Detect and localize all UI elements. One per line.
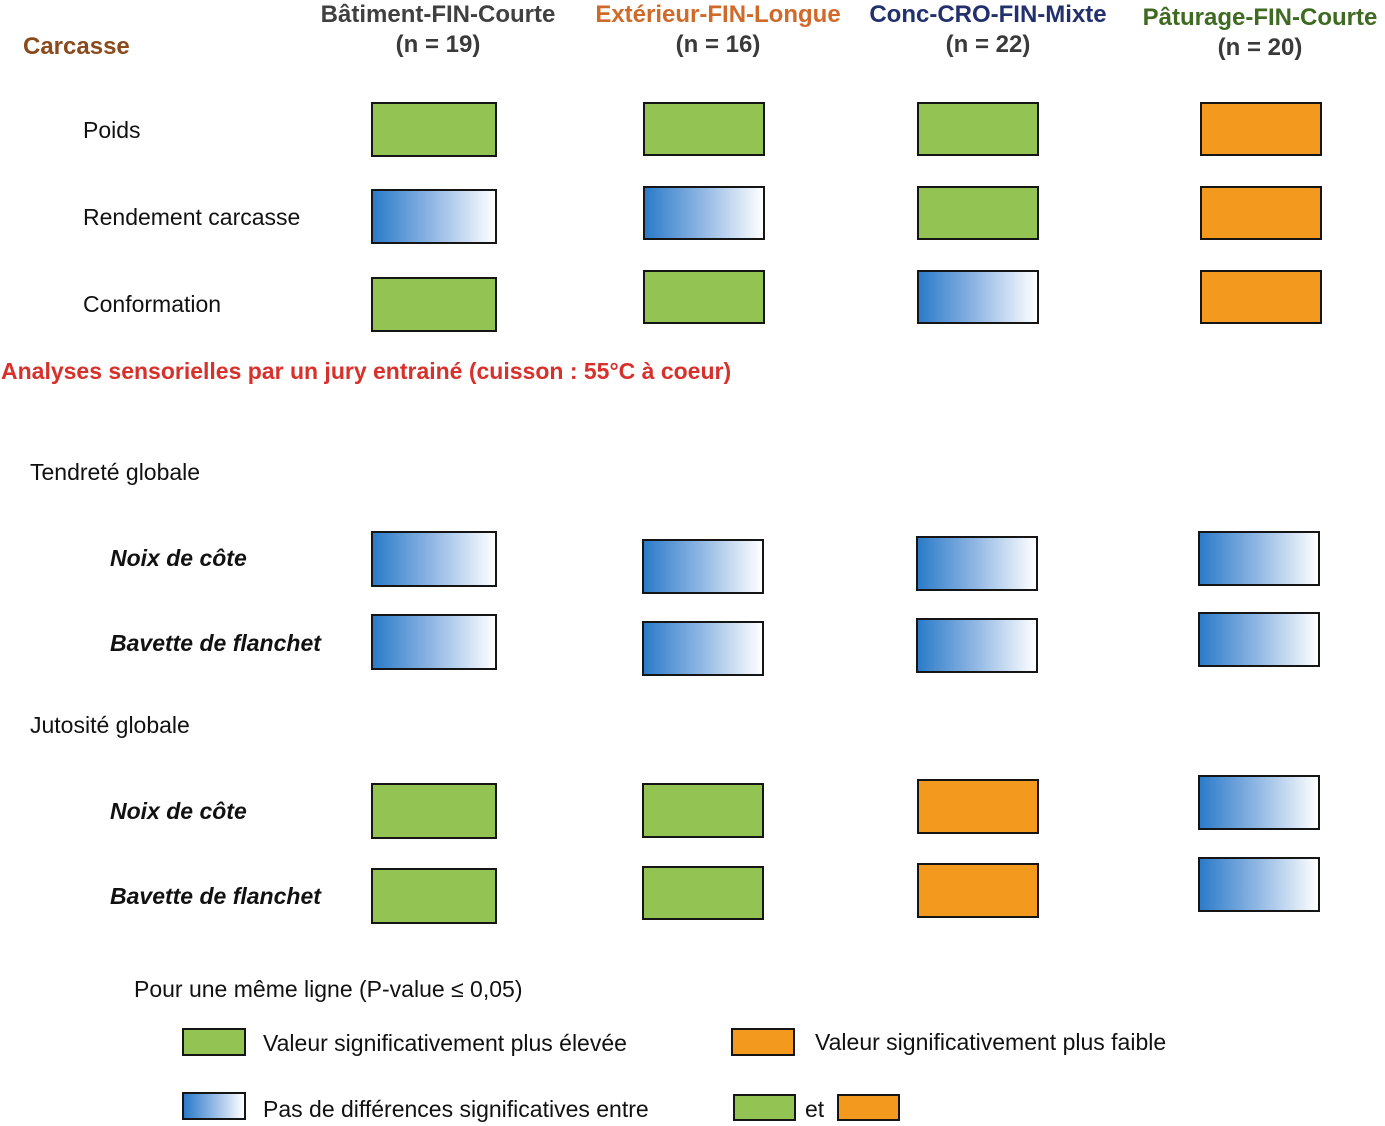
cell-tendrete-bavette-conc: [916, 618, 1038, 673]
cell-rendement-conc: [917, 186, 1039, 240]
cell-poids-conc: [917, 102, 1039, 156]
sensory-title: Analyses sensorielles par un jury entrai…: [1, 358, 732, 384]
cell-jutosite-bavette-exterieur: [642, 866, 764, 920]
cell-rendement-paturage: [1200, 186, 1322, 240]
row-label-jutosite-noix: Noix de côte: [110, 798, 247, 824]
legend-swatch-low-2: [837, 1094, 900, 1121]
cell-tendrete-noix-paturage: [1198, 531, 1320, 586]
cell-conformation-batiment: [371, 277, 497, 332]
cell-tendrete-noix-batiment: [371, 531, 497, 587]
column-count: (n = 22): [945, 31, 1031, 58]
column-header-paturage: Pâturage-FIN-Courte (n = 20): [1120, 3, 1385, 63]
legend-title: Pour une même ligne (P-value ≤ 0,05): [134, 976, 523, 1002]
legend-label-low: Valeur significativement plus faible: [815, 1029, 1167, 1055]
legend-swatch-low: [731, 1028, 795, 1056]
cell-jutosite-bavette-batiment: [371, 868, 497, 924]
column-count: (n = 16): [675, 31, 761, 58]
row-label-poids: Poids: [83, 117, 141, 143]
legend-swatch-high-2: [733, 1094, 796, 1121]
cell-tendrete-bavette-batiment: [371, 614, 497, 670]
cell-jutosite-bavette-conc: [917, 863, 1039, 918]
column-name: Pâturage-FIN-Courte: [1142, 4, 1378, 31]
legend-label-high: Valeur significativement plus élevée: [263, 1030, 627, 1056]
column-header-batiment: Bâtiment-FIN-Courte (n = 19): [298, 0, 578, 60]
column-header-conc: Conc-CRO-FIN-Mixte (n = 22): [848, 0, 1128, 60]
column-name: Extérieur-FIN-Longue: [595, 1, 841, 28]
row-label-conformation: Conformation: [83, 291, 222, 317]
cell-tendrete-bavette-exterieur: [642, 621, 764, 676]
column-count: (n = 20): [1217, 34, 1303, 61]
cell-jutosite-noix-exterieur: [642, 783, 764, 838]
column-count: (n = 19): [395, 31, 481, 58]
column-name: Conc-CRO-FIN-Mixte: [869, 1, 1107, 28]
carcasse-title: Carcasse: [23, 33, 130, 60]
cell-tendrete-noix-exterieur: [642, 539, 764, 594]
row-label-rendement: Rendement carcasse: [83, 204, 301, 230]
cell-jutosite-bavette-paturage: [1198, 857, 1320, 912]
cell-jutosite-noix-paturage: [1198, 775, 1320, 830]
group-label-jutosite: Jutosité globale: [30, 712, 190, 738]
group-label-tendrete: Tendreté globale: [30, 459, 201, 485]
cell-conformation-exterieur: [643, 270, 765, 324]
column-header-exterieur: Extérieur-FIN-Longue (n = 16): [578, 0, 858, 60]
cell-tendrete-noix-conc: [916, 536, 1038, 591]
cell-rendement-batiment: [371, 189, 497, 244]
cell-poids-exterieur: [643, 102, 765, 156]
cell-poids-paturage: [1200, 102, 1322, 156]
legend-swatch-high: [182, 1028, 246, 1056]
cell-jutosite-noix-conc: [917, 779, 1039, 834]
legend-label-and: et: [805, 1096, 825, 1122]
legend-swatch-ns: [182, 1092, 246, 1120]
row-label-tendrete-noix: Noix de côte: [110, 545, 247, 571]
column-name: Bâtiment-FIN-Courte: [320, 1, 556, 28]
row-label-tendrete-bavette: Bavette de flanchet: [110, 630, 321, 656]
row-label-jutosite-bavette: Bavette de flanchet: [110, 883, 321, 909]
cell-poids-batiment: [371, 102, 497, 157]
cell-rendement-exterieur: [643, 186, 765, 240]
cell-tendrete-bavette-paturage: [1198, 612, 1320, 667]
cell-conformation-conc: [917, 270, 1039, 324]
cell-jutosite-noix-batiment: [371, 783, 497, 839]
legend-label-ns: Pas de différences significatives entre: [263, 1096, 649, 1122]
cell-conformation-paturage: [1200, 270, 1322, 324]
